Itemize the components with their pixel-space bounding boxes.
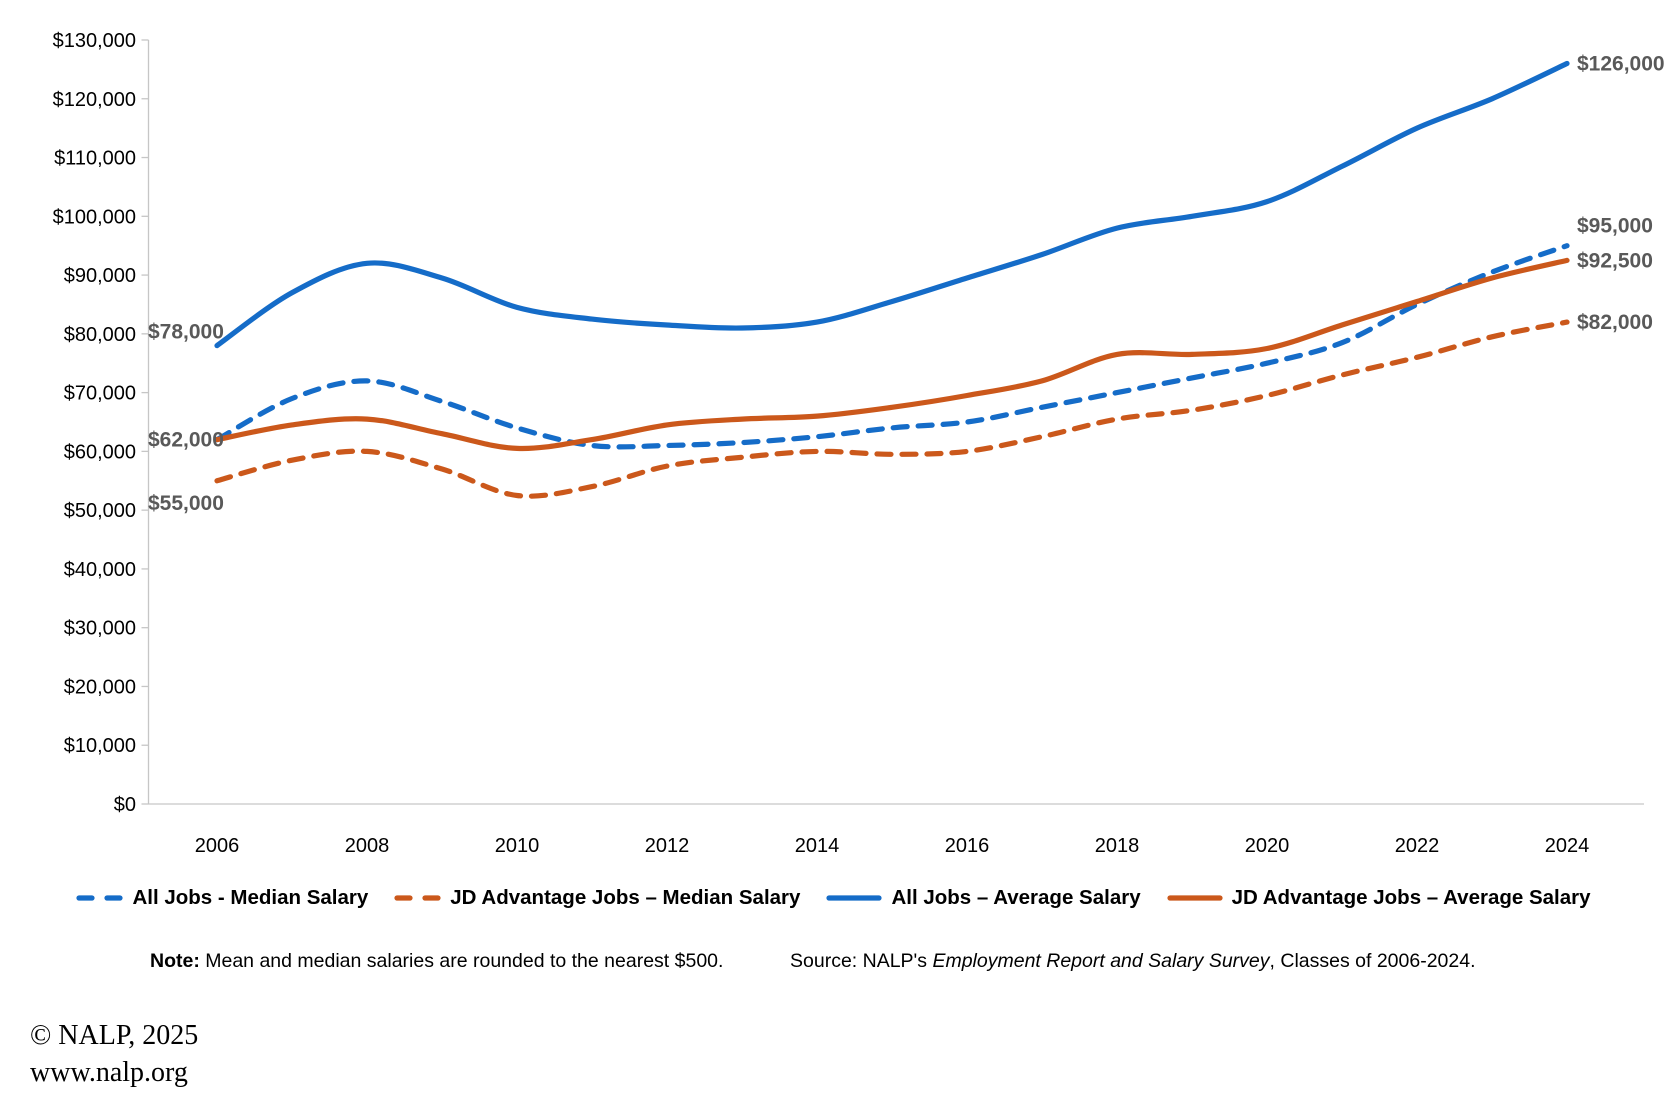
chart-legend: All Jobs - Median Salary JD Advantage Job… — [0, 886, 1667, 910]
note-label: Note: — [150, 950, 200, 972]
legend-item-all-jobs-median: All Jobs - Median Salary — [76, 886, 368, 910]
footer: © NALP, 2025 www.nalp.org — [30, 1018, 198, 1092]
x-axis-label: 2018 — [1095, 835, 1140, 857]
data-point-label: $92,500 — [1577, 249, 1653, 272]
x-axis-label: 2010 — [495, 835, 540, 857]
data-point-label: $95,000 — [1577, 215, 1653, 238]
y-axis-label: $80,000 — [64, 324, 136, 346]
legend-dashed-swatch-icon — [394, 895, 441, 901]
y-axis-label: $110,000 — [54, 148, 136, 170]
all-jobs-average-line — [214, 60, 1570, 349]
copyright-text: © NALP, 2025 — [30, 1020, 199, 1051]
data-point-label: $62,000 — [148, 429, 224, 452]
data-point-label: $55,000 — [148, 492, 224, 515]
y-axis-label: $0 — [114, 794, 136, 816]
y-axis-label: $20,000 — [64, 676, 136, 698]
x-axis-label: 2024 — [1545, 835, 1590, 857]
y-axis-label: $40,000 — [64, 559, 136, 581]
chart-note: Note: Mean and median salaries are round… — [150, 950, 723, 973]
legend-dashed-swatch-icon — [76, 895, 124, 901]
chart-source: Source: NALP's Employment Report and Sal… — [790, 950, 1476, 973]
legend-label: All Jobs – Average Salary — [891, 886, 1141, 909]
y-axis-label: $70,000 — [64, 383, 136, 405]
note-text: Mean and median salaries are rounded to … — [199, 950, 724, 972]
legend-item-jd-advantage-average: JD Advantage Jobs – Average Salary — [1167, 886, 1591, 910]
data-point-label: $78,000 — [148, 321, 224, 344]
y-axis-label: $130,000 — [53, 30, 136, 52]
legend-solid-swatch-icon — [1167, 895, 1223, 901]
x-axis-label: 2008 — [345, 835, 390, 857]
x-axis-label: 2016 — [945, 835, 990, 857]
legend-label: JD Advantage Jobs – Average Salary — [1231, 886, 1591, 909]
y-axis-label: $90,000 — [64, 265, 136, 287]
website-text: www.nalp.org — [30, 1056, 188, 1088]
x-axis-label: 2012 — [645, 835, 690, 857]
legend-solid-swatch-icon — [826, 895, 883, 901]
source-title: Employment Report and Salary Survey — [932, 950, 1270, 972]
y-axis-label: $50,000 — [64, 500, 136, 522]
data-point-label: $126,000 — [1577, 52, 1665, 75]
all-jobs-median-line — [214, 243, 1570, 450]
y-axis-label: $120,000 — [53, 89, 136, 111]
legend-label: JD Advantage Jobs – Median Salary — [450, 886, 801, 909]
jd-advantage-average-line — [214, 257, 1570, 452]
y-axis-label: $100,000 — [53, 206, 136, 228]
x-axis-label: 2014 — [795, 835, 840, 857]
legend-item-all-jobs-average: All Jobs – Average Salary — [826, 886, 1141, 910]
salary-line-chart: $0 $10,000 $20,000 $30,000 $40,000 $50,000 $60… — [53, 30, 1665, 857]
source-suffix: , Classes of 2006-2024. — [1269, 950, 1476, 972]
legend-label: All Jobs - Median Salary — [132, 886, 369, 909]
legend-item-jd-advantage-median: JD Advantage Jobs – Median Salary — [394, 886, 800, 910]
x-axis-label: 2022 — [1395, 835, 1440, 857]
jd-advantage-median-line — [214, 319, 1570, 499]
y-axis-label: $30,000 — [64, 618, 136, 640]
x-axis-label: 2020 — [1245, 835, 1290, 857]
y-axis-label: $10,000 — [64, 735, 136, 757]
y-axis-label: $60,000 — [64, 441, 136, 463]
source-prefix: Source: NALP's — [790, 950, 933, 972]
x-axis-label: 2006 — [195, 835, 240, 857]
data-point-label: $82,000 — [1577, 311, 1653, 334]
